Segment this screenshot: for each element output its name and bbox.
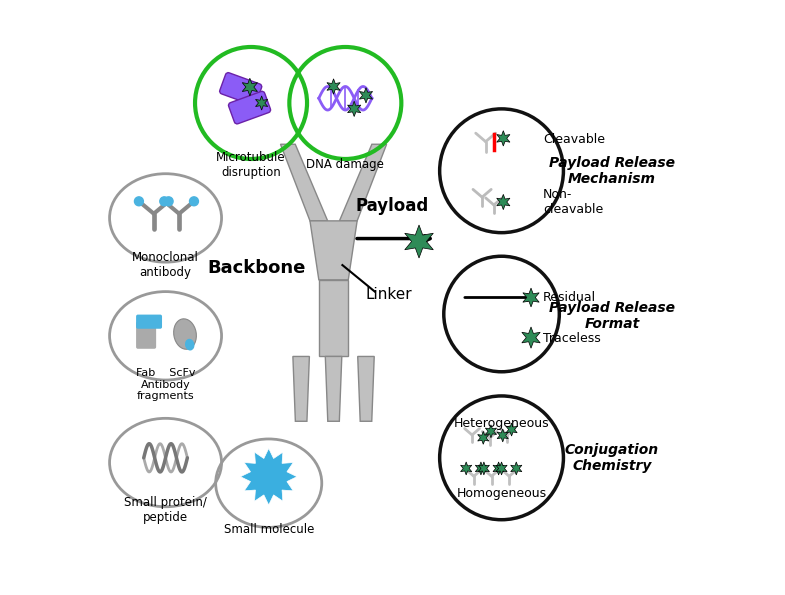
- FancyBboxPatch shape: [220, 73, 261, 105]
- Polygon shape: [478, 462, 490, 475]
- Circle shape: [160, 197, 169, 206]
- Polygon shape: [475, 462, 487, 475]
- Text: Payload: Payload: [356, 197, 429, 215]
- Polygon shape: [310, 221, 357, 280]
- Text: Non-
cleavable: Non- cleavable: [542, 188, 603, 216]
- Polygon shape: [506, 423, 517, 436]
- FancyBboxPatch shape: [228, 91, 271, 124]
- Circle shape: [164, 197, 173, 206]
- Circle shape: [134, 197, 144, 206]
- Polygon shape: [293, 356, 309, 421]
- Polygon shape: [327, 79, 340, 94]
- Polygon shape: [485, 425, 497, 438]
- Polygon shape: [348, 101, 361, 117]
- Polygon shape: [477, 431, 489, 444]
- Text: Linker: Linker: [366, 287, 413, 302]
- Text: Conjugation
Chemistry: Conjugation Chemistry: [564, 443, 659, 473]
- Polygon shape: [497, 429, 509, 442]
- Text: Small molecule: Small molecule: [224, 523, 314, 536]
- Polygon shape: [493, 462, 504, 475]
- Ellipse shape: [185, 339, 195, 350]
- Text: Homogeneous: Homogeneous: [457, 487, 546, 500]
- Text: Payload Release
Mechanism: Payload Release Mechanism: [549, 156, 675, 186]
- Polygon shape: [497, 195, 510, 209]
- Polygon shape: [522, 327, 540, 348]
- Text: Heterogeneous: Heterogeneous: [454, 417, 550, 430]
- Text: Cleavable: Cleavable: [542, 133, 604, 146]
- Text: Fab    ScFv
Antibody
fragments: Fab ScFv Antibody fragments: [136, 368, 195, 402]
- Text: Microtubule
disruption: Microtubule disruption: [216, 151, 286, 179]
- Polygon shape: [511, 462, 522, 475]
- Text: Traceless: Traceless: [542, 332, 601, 345]
- Circle shape: [189, 197, 199, 206]
- Polygon shape: [280, 144, 327, 221]
- Polygon shape: [496, 462, 507, 475]
- Text: DNA damage: DNA damage: [306, 158, 385, 171]
- Polygon shape: [358, 356, 374, 421]
- Text: Payload Release
Format: Payload Release Format: [550, 301, 675, 331]
- Polygon shape: [339, 144, 386, 221]
- FancyBboxPatch shape: [136, 322, 156, 349]
- FancyBboxPatch shape: [136, 315, 162, 329]
- Polygon shape: [461, 462, 472, 475]
- Polygon shape: [405, 225, 433, 258]
- Text: Small protein/
peptide: Small protein/ peptide: [124, 496, 207, 524]
- Polygon shape: [497, 131, 510, 146]
- Polygon shape: [256, 96, 268, 110]
- Text: Backbone: Backbone: [208, 259, 306, 277]
- Polygon shape: [243, 78, 257, 96]
- Text: Monoclonal
antibody: Monoclonal antibody: [132, 251, 199, 279]
- Polygon shape: [523, 288, 539, 307]
- Ellipse shape: [173, 319, 196, 349]
- Text: Residual: Residual: [542, 291, 596, 304]
- Polygon shape: [325, 356, 341, 421]
- Polygon shape: [360, 87, 373, 103]
- Polygon shape: [319, 280, 349, 356]
- Polygon shape: [240, 449, 297, 505]
